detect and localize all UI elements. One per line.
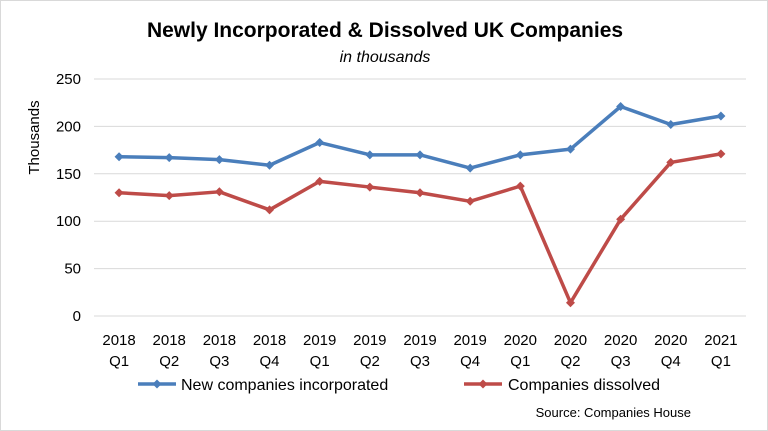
x-tick-label: 2018 Q3 <box>203 332 236 370</box>
x-tick-label: 2019 Q4 <box>453 332 486 370</box>
chart-subtitle: in thousands <box>339 49 431 66</box>
x-tick-label: 2019 Q1 <box>303 332 336 370</box>
x-tick-label: 2019 Q2 <box>353 332 386 370</box>
series-line-2 <box>117 152 723 305</box>
y-tick-label: 250 <box>56 71 81 88</box>
legend-marker <box>478 379 488 389</box>
data-point <box>315 176 325 186</box>
data-point <box>265 205 275 215</box>
data-point <box>214 155 224 165</box>
legend-marker <box>152 379 162 389</box>
data-point <box>716 149 726 159</box>
x-tick-label: 2020 Q1 <box>504 332 537 370</box>
y-axis-label: Thousands <box>26 100 43 174</box>
x-tick-label: 2019 Q3 <box>403 332 436 370</box>
data-point <box>315 138 325 148</box>
data-point <box>365 150 375 160</box>
y-tick-label: 150 <box>56 166 81 183</box>
x-tick-label: 2018 Q4 <box>253 332 286 370</box>
data-point <box>164 191 174 201</box>
y-tick-label: 100 <box>56 213 81 230</box>
data-point <box>114 152 124 162</box>
legend-label: New companies incorporated <box>181 377 388 394</box>
data-point <box>515 150 525 160</box>
data-point <box>365 182 375 192</box>
x-tick-label: 2020 Q3 <box>604 332 637 370</box>
x-tick-label: 2020 Q4 <box>654 332 687 370</box>
x-tick-label: 2018 Q1 <box>102 332 135 370</box>
data-point <box>666 157 676 167</box>
data-point <box>515 181 525 191</box>
x-tick-label: 2018 Q2 <box>153 332 186 370</box>
y-tick-label: 50 <box>64 261 81 278</box>
x-tick-label: 2021 Q1 <box>704 332 737 370</box>
chart-title: Newly Incorporated & Dissolved UK Compan… <box>146 19 624 42</box>
data-point <box>465 196 475 206</box>
data-point <box>265 160 275 170</box>
source-note: Source: Companies House <box>536 405 691 420</box>
legend-label: Companies dissolved <box>508 377 660 394</box>
data-point <box>565 298 575 308</box>
data-point <box>716 111 726 121</box>
data-point <box>415 150 425 160</box>
data-point <box>164 153 174 163</box>
x-tick-label: 2020 Q2 <box>554 332 587 370</box>
y-tick-label: 0 <box>73 308 81 325</box>
y-tick-label: 200 <box>56 118 81 135</box>
data-point <box>666 120 676 130</box>
data-point <box>214 187 224 197</box>
data-point <box>415 188 425 198</box>
data-point <box>616 101 626 111</box>
data-point <box>565 144 575 154</box>
data-point <box>114 188 124 198</box>
data-point <box>616 214 626 224</box>
data-point <box>465 163 475 173</box>
